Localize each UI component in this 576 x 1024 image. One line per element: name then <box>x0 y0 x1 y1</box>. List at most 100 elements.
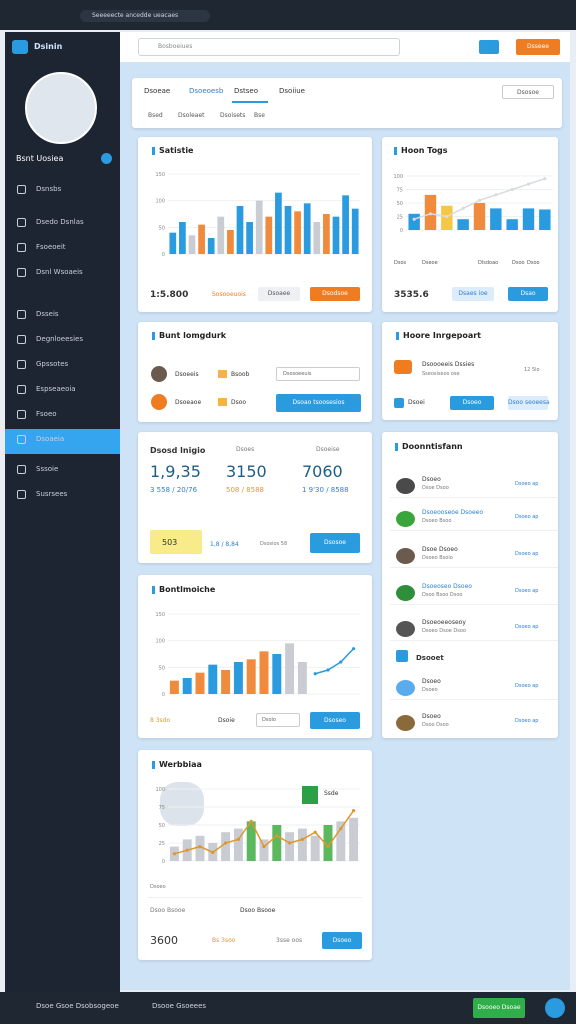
bar <box>297 662 307 694</box>
button[interactable]: Dsooeo Dsoae <box>473 998 525 1018</box>
item-action[interactable]: Dsoeo ap <box>515 683 539 689</box>
select-text: Dsoio <box>262 717 276 723</box>
button[interactable]: Dsodsoe <box>310 287 360 301</box>
button[interactable]: Dsosoe <box>502 85 554 99</box>
select[interactable] <box>276 367 360 381</box>
button[interactable]: Dsoseo <box>310 712 360 729</box>
badge <box>101 153 112 164</box>
line-point <box>313 672 317 676</box>
nav-item[interactable]: Dsoaeia <box>36 435 65 443</box>
line-point <box>461 206 465 210</box>
button[interactable]: Dsseee <box>516 39 560 55</box>
nav-item[interactable]: Fsoeo <box>36 410 57 418</box>
line-point <box>249 819 253 823</box>
bar <box>285 643 295 694</box>
nav-item[interactable]: Dsnsbs <box>36 185 62 193</box>
active-item <box>5 429 120 454</box>
y-tick-label: 150 <box>155 612 165 618</box>
button[interactable]: Dsaes ioe <box>452 287 494 301</box>
line-point <box>224 841 228 845</box>
y-tick-label: 50 <box>159 823 165 829</box>
chart: 0 25 50 75 100 <box>155 787 360 865</box>
nav-item[interactable]: Sssoie <box>36 465 59 473</box>
line-point <box>262 845 266 849</box>
bar <box>221 670 231 694</box>
nav-item[interactable]: Dsseis <box>36 310 59 318</box>
note: Bs 3soo <box>212 937 236 944</box>
item-action[interactable]: Dsoeo ap <box>515 718 539 724</box>
item-name: Dsoe Dsoeo <box>422 546 458 553</box>
button[interactable]: Dsoeo <box>450 396 494 410</box>
nav-icon <box>17 268 26 277</box>
nav-item[interactable]: Fsoeoeit <box>36 243 66 251</box>
legend-item: Ssde <box>324 790 339 797</box>
y-tick-label: 50 <box>159 665 165 671</box>
item-name: Dsoeo <box>422 678 441 685</box>
stat-value: 7060 <box>302 462 343 481</box>
filter: Bse <box>254 112 265 119</box>
nav-icon <box>17 435 26 444</box>
line-point <box>412 217 416 221</box>
button[interactable]: Dsoo seoeesa <box>508 396 550 410</box>
tab[interactable]: Dsoeoesb <box>189 87 224 95</box>
column-head: Dsoes <box>236 446 255 453</box>
tab[interactable]: Dstseo <box>234 87 259 95</box>
line-point <box>275 834 279 838</box>
bar <box>408 213 420 230</box>
nav-item[interactable]: Dsedo Dsnlas <box>36 218 84 226</box>
legend-item: Dsoo <box>527 260 540 266</box>
bar <box>310 835 320 861</box>
button[interactable]: Dsosoe <box>310 533 360 553</box>
item-action[interactable]: Dsoeo ap <box>515 624 539 630</box>
badge-box <box>150 530 202 554</box>
nav-item[interactable]: Susrsees <box>36 490 68 498</box>
bar <box>473 203 486 230</box>
line-point <box>288 841 292 845</box>
bar <box>259 839 269 861</box>
nav-item[interactable]: Degnloeesies <box>36 335 83 343</box>
total: 1:5.800 <box>150 290 189 300</box>
nav-icon <box>17 385 26 394</box>
card <box>138 575 372 738</box>
line-point <box>526 182 531 186</box>
legend-icon <box>302 786 318 804</box>
button[interactable]: Dsoeo <box>322 932 362 949</box>
tab[interactable]: Dsoiiue <box>279 87 305 95</box>
nav-icon <box>17 465 26 474</box>
item-action[interactable]: Dsoeo ap <box>515 551 539 557</box>
subtext: Sosooeuois <box>212 291 246 298</box>
bar <box>195 672 205 694</box>
avatar <box>151 366 167 382</box>
item-sub: Dsoeo Bsoio <box>422 555 453 561</box>
item-name: Dsoeooseoe Dsoeeo <box>422 509 484 516</box>
row-name: Dsoeaoe <box>175 399 202 406</box>
card-title: Bontlmoiche <box>159 585 216 594</box>
item-action[interactable]: Dsoeo ap <box>515 481 539 487</box>
axis-label: Dsoeo <box>150 884 166 890</box>
bar <box>490 208 502 230</box>
chart: 0 50 100 150 <box>155 172 360 258</box>
y-tick-label: 0 <box>400 228 403 234</box>
select[interactable] <box>256 713 300 727</box>
bar <box>351 208 359 254</box>
divider <box>390 530 558 531</box>
bar <box>195 835 205 861</box>
item-action[interactable]: Dsoeo ap <box>515 514 539 520</box>
line <box>314 648 355 675</box>
chat-button[interactable] <box>545 998 565 1018</box>
footer-text: Dsooe Gsoeees <box>152 1002 207 1010</box>
stat-sub: 508 / 8588 <box>226 486 264 494</box>
nav-item[interactable]: Gpssotes <box>36 360 69 368</box>
item-action[interactable]: Dsoeo ap <box>515 588 539 594</box>
user-name: Bsnt Uosiea <box>16 154 64 163</box>
button[interactable]: Dsoaee <box>258 287 300 301</box>
button[interactable]: Dsao <box>508 287 548 301</box>
tab[interactable]: Dsoeae <box>144 87 171 95</box>
button[interactable]: Dsoao tsoosesios <box>276 394 361 412</box>
nav-item[interactable]: Espseaeoia <box>36 385 76 393</box>
item-sub: Dsoo Dsoo <box>422 722 449 728</box>
card-title: Doonntisfann <box>402 442 463 451</box>
nav-icon <box>17 335 26 344</box>
nav-item[interactable]: Dsnl Wsoaeis <box>36 268 83 276</box>
line-point <box>477 198 482 202</box>
